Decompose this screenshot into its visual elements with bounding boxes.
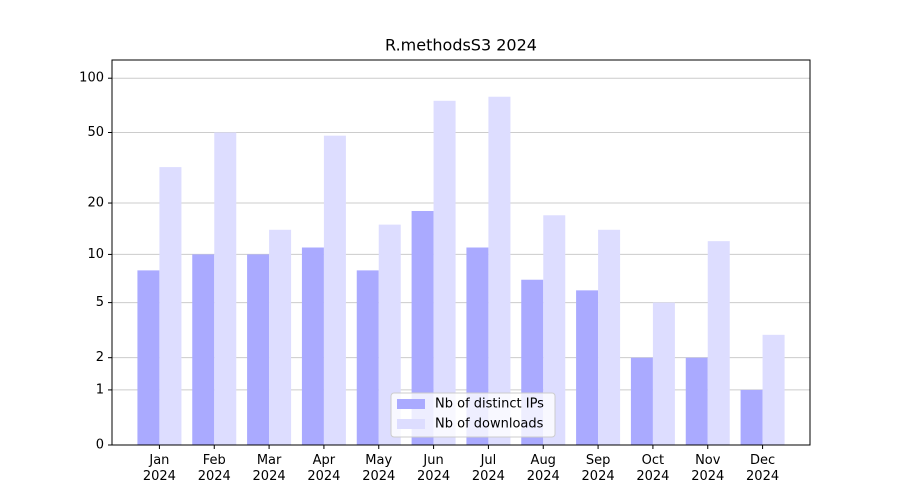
bar (269, 229, 292, 445)
bar (740, 389, 763, 445)
x-tick-label: Mar 2024 (252, 453, 286, 484)
bar (356, 270, 379, 445)
x-tick-label: Feb 2024 (197, 453, 231, 484)
y-tick-label: 20 (87, 196, 104, 211)
bar (685, 357, 708, 445)
plot-frame (111, 59, 811, 446)
x-tick-label: Jan 2024 (142, 453, 176, 484)
y-tick-label: 50 (87, 125, 104, 140)
bar (707, 241, 730, 445)
bar (323, 135, 346, 445)
x-tick-label: Aug 2024 (526, 453, 560, 484)
x-tick-label: Dec 2024 (746, 453, 780, 484)
y-tick-label: 10 (87, 247, 104, 262)
bar (598, 229, 621, 445)
bar (137, 270, 160, 445)
bar (247, 254, 270, 445)
y-tick-label: 2 (96, 350, 104, 365)
y-tick-label: 0 (96, 438, 104, 453)
legend-label: Nb of downloads (435, 417, 544, 432)
legend-swatch (397, 399, 425, 409)
chart-title: R.methodsS3 2024 (385, 36, 537, 55)
legend-box (390, 392, 556, 438)
bar (378, 224, 401, 445)
x-tick-label: Jul 2024 (471, 453, 505, 484)
x-tick-label: Apr 2024 (307, 453, 341, 484)
bar (214, 132, 237, 445)
bar (301, 247, 324, 445)
bar (762, 334, 785, 445)
legend-swatch (397, 419, 425, 429)
x-tick-label: Oct 2024 (636, 453, 670, 484)
x-tick-label: Sep 2024 (581, 453, 615, 484)
bar (652, 302, 675, 445)
bar (543, 215, 566, 445)
y-tick-label: 1 (96, 382, 104, 397)
bar (488, 96, 511, 445)
bar (192, 254, 215, 445)
x-tick-label: Jun 2024 (417, 453, 451, 484)
bar (576, 290, 599, 445)
bar (630, 357, 653, 445)
y-tick-label: 5 (96, 295, 104, 310)
bar (159, 167, 182, 445)
bar (433, 100, 456, 445)
x-tick-label: May 2024 (362, 453, 396, 484)
y-tick-label: 100 (79, 71, 104, 86)
x-tick-label: Nov 2024 (691, 453, 725, 484)
legend-label: Nb of distinct IPs (435, 397, 544, 412)
bar (411, 210, 434, 445)
